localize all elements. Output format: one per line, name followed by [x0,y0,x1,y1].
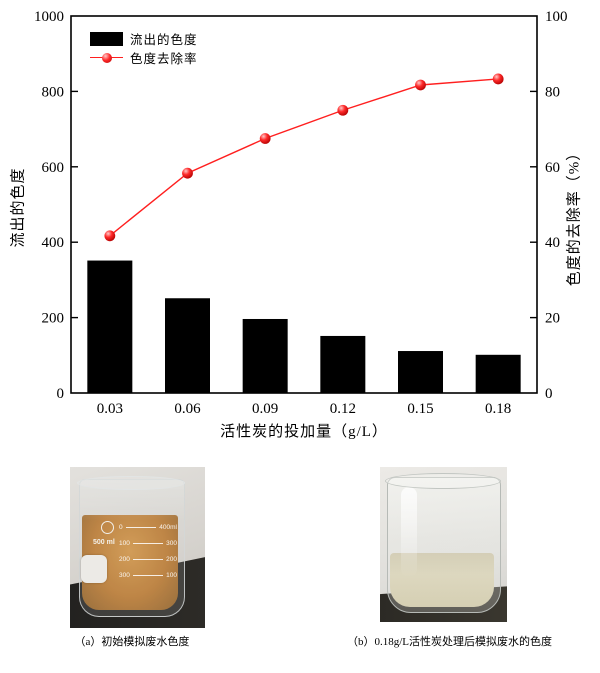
right-axis-tick-label: 40 [545,235,560,251]
x-axis-tick-label: 0.03 [97,401,123,417]
right-axis-tick-label: 0 [545,386,553,402]
beaker-brand-logo [101,521,114,534]
legend-line-swatch [90,51,123,65]
legend-item-line: 色度去除率 [90,50,198,66]
x-axis-tick-label: 0.15 [407,401,433,417]
grad-right: 400ml [159,523,177,531]
right-axis-tick-label: 60 [545,160,560,176]
adsorption-dose-chart: 0 200 400 600 800 1000 0 20 40 60 80 100 0.03 0.06 0.0… [34,9,568,417]
right-axis-tick-label: 100 [545,9,568,25]
left-axis-tick-label: 800 [42,84,65,100]
grad-left: 300 [119,571,130,579]
beaker-graduations: 0 400ml 100 300 200 200 300 100 [119,519,177,583]
graduation-row: 100 300 [119,535,177,551]
removal-rate-marker-0.06 [182,167,193,179]
grad-line [125,526,157,528]
beaker-rim [77,476,185,490]
grad-right: 200 [166,555,177,563]
bar-0.09 [242,318,288,394]
left-axis-tick-label: 0 [57,386,65,402]
grad-right: 100 [166,571,177,579]
x-axis-tick-label: 0.09 [252,401,278,417]
photo-treated-wastewater [380,467,507,622]
x-axis-tick-label: 0.06 [174,401,201,417]
grad-line [132,558,164,560]
x-axis-tick-label: 0.18 [485,401,511,417]
right-axis-tick-label: 20 [545,311,560,327]
left-axis-tick-label: 600 [42,160,65,176]
bar-0.12 [320,335,366,394]
x-axis-title: 活性炭的投加量（g/L） [220,424,388,440]
legend-bar-swatch [90,31,123,46]
graduation-row: 0 400ml [119,519,177,535]
bar-0.15 [398,351,443,394]
caption-photo-b: （b）0.18g/L活性炭处理后模拟废水的色度 [347,636,553,648]
plot-frame [70,15,538,394]
removal-rate-line [109,78,499,237]
grad-left: 0 [119,523,123,531]
legend-line-label: 色度去除率 [130,52,198,66]
x-axis-tick-label: 0.12 [330,401,356,417]
beaker-glass [79,479,185,617]
removal-rate-marker-0.18 [492,73,504,85]
right-axis-title: 色度的去除率（%） [566,144,583,287]
removal-rate-marker-0.15 [415,79,426,91]
caption-photo-a: （a）初始模拟废水色度 [74,636,190,648]
removal-rate-marker-0.03 [104,230,116,242]
photo-initial-wastewater: 500 ml 0 400ml 100 300 200 200 [70,467,205,628]
legend-bar-label: 流出的色度 [130,33,198,47]
bar-0.03 [87,260,133,394]
legend-item-bar: 流出的色度 [90,31,198,47]
legend-marker-icon [102,52,112,63]
removal-rate-marker-0.09 [259,133,271,144]
graduation-row: 200 200 [119,551,177,567]
beaker-orange-liquid: 500 ml 0 400ml 100 300 200 200 [77,476,185,617]
glass-reflection [401,487,417,577]
left-axis-title: 流出的色度 [10,167,27,248]
grad-line [132,542,164,544]
right-axis-tick-label: 80 [545,84,560,100]
bar-0.18 [475,354,521,394]
left-axis-tick-label: 1000 [34,9,64,25]
grad-right: 300 [166,539,177,547]
removal-rate-marker-0.12 [337,104,349,116]
left-axis-tick-label: 200 [42,311,65,327]
beaker-volume-label: 500 ml [93,539,115,546]
bar-0.06 [165,298,210,394]
grad-line [132,574,164,576]
white-sticker [81,555,107,583]
chart-legend: 流出的色度 色度去除率 [90,31,198,69]
beaker-rim [385,473,501,489]
left-axis-tick-label: 400 [42,235,65,251]
graduation-row: 300 100 [119,567,177,583]
grad-left: 200 [119,555,130,563]
beaker-clear-liquid [385,473,501,613]
grad-left: 100 [119,539,130,547]
chart-area: 0 200 400 600 800 1000 0 20 40 60 80 100 0.03 0.06 0.0… [10,9,583,440]
